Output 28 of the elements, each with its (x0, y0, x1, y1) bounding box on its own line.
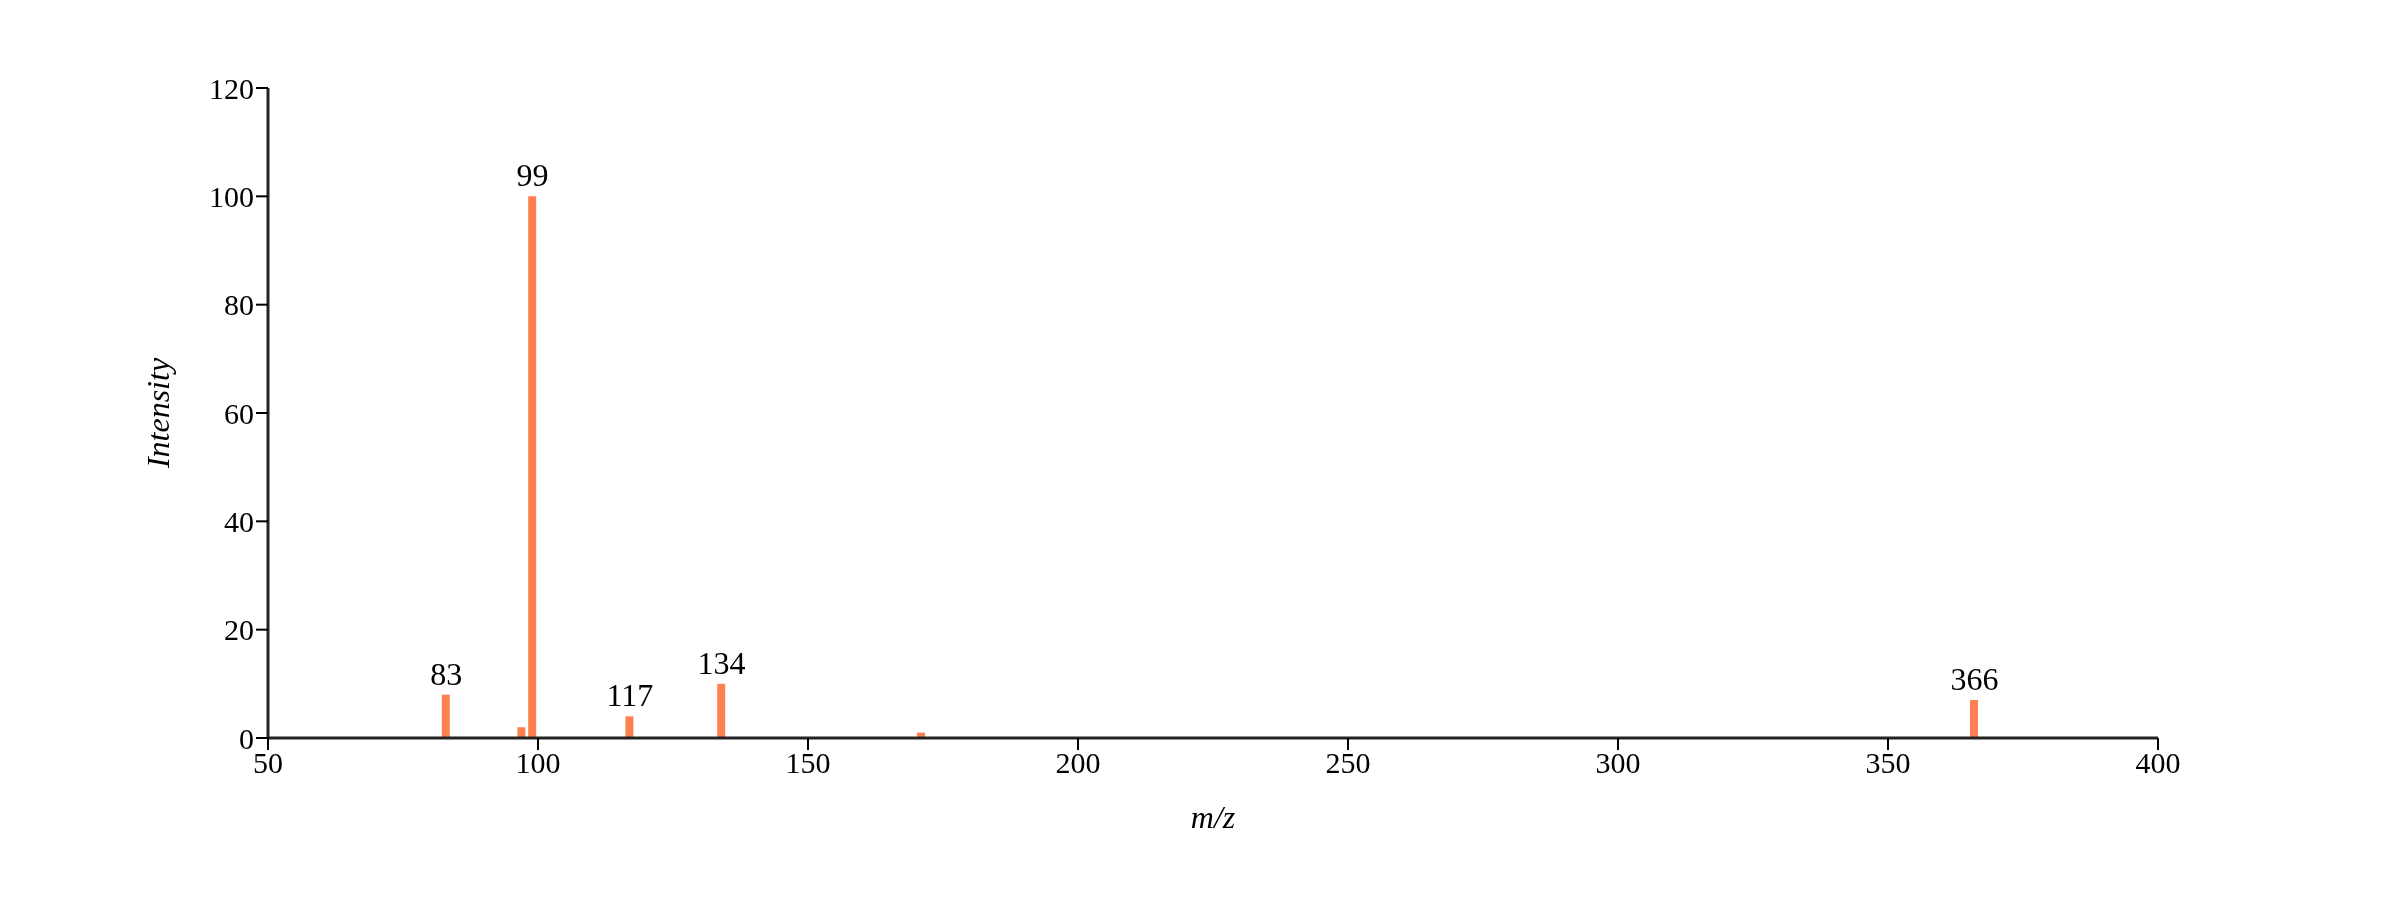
y-axis-title: Intensity (140, 357, 177, 470)
x-tick-label: 100 (515, 746, 561, 780)
y-tick-label: 20 (224, 613, 254, 647)
bar (717, 683, 726, 738)
bar (625, 716, 634, 738)
x-axis-title: m/z (1190, 799, 1236, 835)
bar (528, 196, 537, 738)
annotation: 134 (697, 644, 746, 681)
x-tick-label: 250 (1325, 746, 1371, 780)
annotation: 99 (516, 157, 549, 194)
x-tick-label: 350 (1865, 746, 1911, 780)
x-tick-label: 50 (253, 746, 283, 780)
annotation: 366 (1950, 661, 1999, 698)
annotation: 117 (606, 677, 654, 714)
y-tick-label: 60 (224, 396, 254, 430)
bar (1970, 700, 1978, 738)
y-tick-label: 120 (209, 71, 254, 105)
annotation: 83 (430, 655, 463, 692)
y-tick-label: 0 (239, 721, 254, 755)
x-tick-label: 400 (2135, 746, 2181, 780)
y-tick-label: 40 (224, 504, 254, 538)
y-tick-label: 100 (209, 179, 254, 213)
x-tick-label: 200 (1055, 746, 1101, 780)
x-tick-label: 300 (1595, 746, 1641, 780)
y-tick-label: 80 (224, 288, 254, 322)
x-tick-label: 150 (785, 746, 831, 780)
bar (441, 694, 450, 738)
bar (517, 727, 526, 738)
